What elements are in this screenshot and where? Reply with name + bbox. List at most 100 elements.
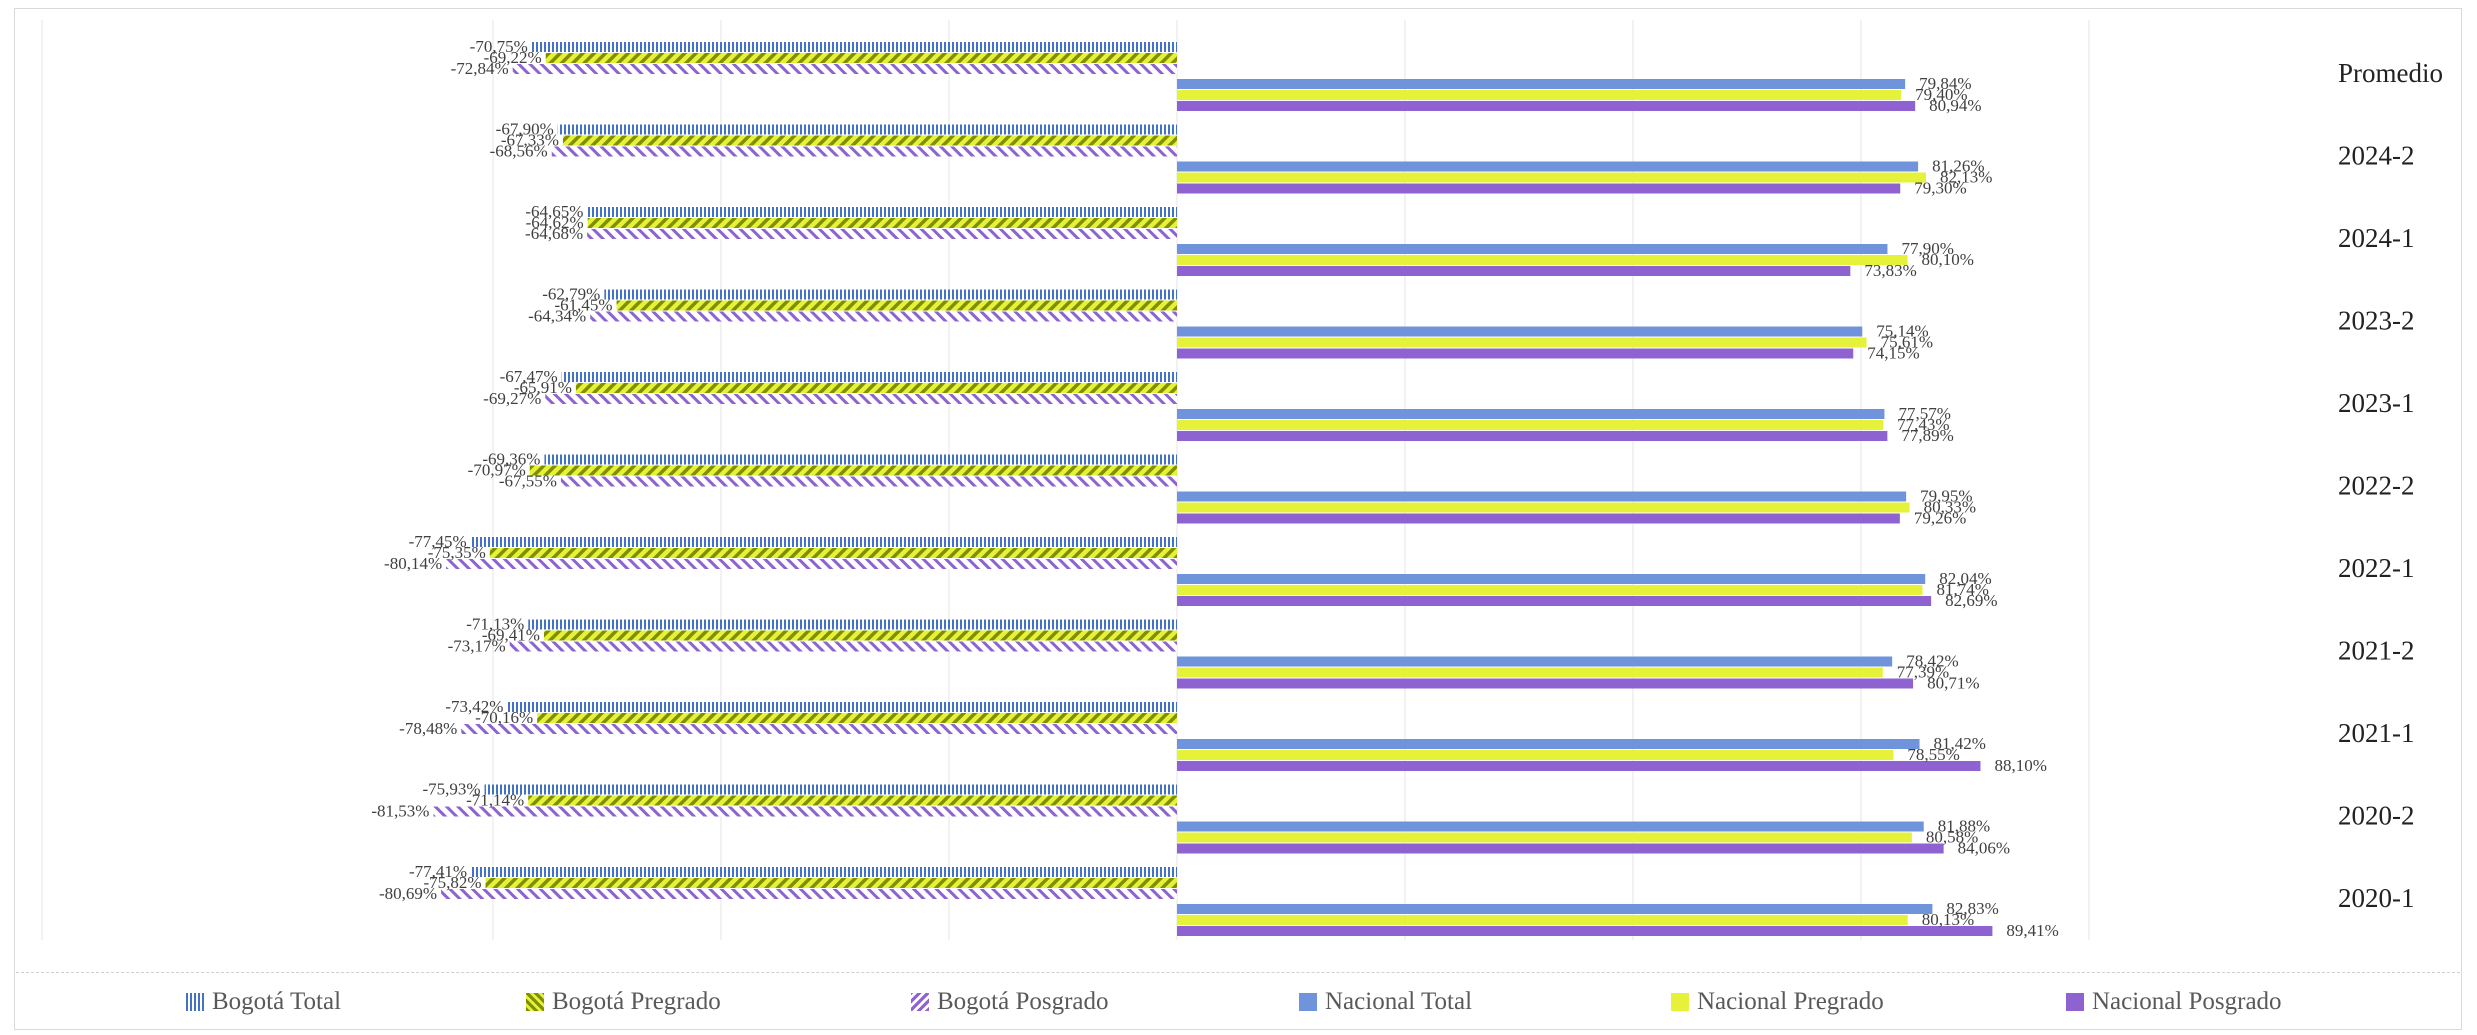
bar-nacional-total: [1177, 821, 1924, 832]
legend-swatch: [1299, 993, 1317, 1011]
bar-bogota-total: [531, 42, 1177, 52]
bar-bogota-posgrado: [433, 806, 1177, 817]
data-label: -75,93%: [422, 780, 480, 799]
bar-nacional-posgrado: [1177, 183, 1901, 194]
legend-item-bogota-pregrado: Bogotá Pregrado: [526, 988, 721, 1016]
category-labels: Promedio 2024-2 2024-1 2023-2 2023-1 2022-2 20…: [2338, 58, 2443, 913]
data-label: 79,95%: [1920, 487, 1972, 506]
legend-label: Bogotá Pregrado: [552, 988, 721, 1015]
data-label: 74,15%: [1867, 344, 1919, 363]
category-label: 2024-2: [2338, 141, 2415, 171]
legend-swatch: [911, 993, 929, 1011]
data-labels: -70,75%-69,22%-72,84% 79,84%79,40%80,94% -…: [371, 37, 2058, 940]
bar-bogota-total: [544, 454, 1177, 465]
data-label: -70,16%: [475, 708, 533, 727]
legend-item-bogota-posgrado: Bogotá Posgrado: [911, 988, 1109, 1016]
data-label: 81,88%: [1938, 817, 1990, 836]
bar-bogota-pregrado: [537, 713, 1177, 723]
data-label: -70,97%: [468, 461, 526, 480]
bar-bogota-posgrado: [441, 889, 1178, 899]
bar-bogota-total: [470, 537, 1177, 547]
bar-bogota-total: [507, 702, 1177, 712]
data-label: -77,41%: [409, 862, 467, 881]
bar-nacional-posgrado: [1177, 266, 1851, 276]
bar-bogota-posgrado: [446, 559, 1178, 569]
data-label: 81,42%: [1934, 734, 1986, 753]
data-label: -78,48%: [399, 719, 457, 738]
bar-nacional-pregrado: [1177, 832, 1912, 843]
bar-nacional-posgrado: [1177, 761, 1981, 771]
bar-bogota-pregrado: [616, 300, 1177, 311]
data-label: 79,30%: [1914, 179, 1966, 198]
category-label: 2021-1: [2338, 718, 2415, 748]
data-label: 82,83%: [1946, 899, 1998, 918]
data-label: 80,13%: [1922, 910, 1974, 929]
bar-nacional-total: [1177, 656, 1893, 667]
data-label: 80,71%: [1927, 674, 1979, 693]
data-label: 79,26%: [1914, 509, 1966, 528]
bar-nacional-total: [1177, 326, 1863, 337]
legend-item-nacional-posgrado: Nacional Posgrado: [2066, 988, 2282, 1016]
legend-item-nacional-total: Nacional Total: [1299, 988, 1472, 1016]
legend-item-nacional-pregrado: Nacional Pregrado: [1671, 988, 1884, 1016]
data-label: -67,55%: [499, 472, 557, 491]
bar-bogota-posgrado: [590, 311, 1177, 322]
data-label: -81,53%: [371, 802, 429, 821]
legend-swatch: [2066, 993, 2084, 1011]
data-label: -69,36%: [482, 450, 540, 469]
bar-nacional-total: [1177, 244, 1888, 254]
data-label: -70,75%: [470, 37, 528, 56]
bar-nacional-posgrado: [1177, 843, 1944, 854]
data-label: -69,27%: [483, 389, 541, 408]
data-label: 77,43%: [1897, 415, 1949, 434]
data-label: 79,84%: [1919, 74, 1971, 93]
bar-bogota-posgrado: [545, 394, 1177, 404]
data-label: -64,68%: [525, 224, 583, 243]
data-label: 80,10%: [1922, 250, 1974, 269]
data-label: -71,13%: [466, 615, 524, 634]
legend: Bogotá Total Bogotá Pregrado Bogotá Posgra…: [16, 978, 2460, 1028]
data-label: -62,79%: [542, 285, 600, 304]
category-label: 2021-2: [2338, 636, 2415, 666]
data-label: -75,82%: [423, 873, 481, 892]
data-label: 78,42%: [1906, 652, 1958, 671]
bar-bogota-pregrado: [545, 53, 1177, 63]
legend-swatch: [186, 993, 204, 1011]
data-label: 75,61%: [1881, 333, 1933, 352]
bar-bogota-pregrado: [587, 218, 1177, 228]
data-label: -71,14%: [466, 791, 524, 810]
bar-bogota-total: [471, 867, 1177, 877]
bar-nacional-pregrado: [1177, 172, 1927, 183]
bar-bogota-total: [587, 207, 1177, 217]
data-label: 80,33%: [1924, 498, 1976, 517]
bar-nacional-posgrado: [1177, 596, 1932, 606]
data-label: -65,91%: [514, 378, 572, 397]
bar-nacional-total: [1177, 161, 1919, 172]
bar-nacional-pregrado: [1177, 420, 1884, 430]
bar-bogota-pregrado: [489, 548, 1178, 558]
bar-bogota-posgrado: [560, 476, 1177, 487]
category-label: 2022-1: [2338, 553, 2415, 583]
bar-bogota-pregrado: [543, 630, 1177, 641]
bar-bogota-total: [557, 124, 1177, 135]
data-label: -77,45%: [409, 532, 467, 551]
bar-bogota-posgrado: [461, 724, 1177, 734]
category-label: 2022-2: [2338, 471, 2415, 501]
data-label: 73,83%: [1864, 261, 1916, 280]
bar-nacional-total: [1177, 491, 1907, 502]
bar-bogota-pregrado: [575, 383, 1177, 393]
bar-nacional-pregrado: [1177, 255, 1908, 265]
bar-nacional-total: [1177, 904, 1933, 914]
bar-bogota-total: [561, 372, 1177, 382]
category-label: 2020-2: [2338, 801, 2415, 831]
data-label: 77,90%: [1901, 239, 1953, 258]
data-label: -64,65%: [525, 202, 583, 221]
legend-swatch: [1671, 993, 1689, 1011]
data-label: -72,84%: [451, 59, 509, 78]
legend-label: Nacional Posgrado: [2092, 988, 2282, 1015]
bar-nacional-posgrado: [1177, 678, 1914, 689]
data-label: -64,34%: [528, 307, 586, 326]
bar-nacional-posgrado: [1177, 513, 1900, 524]
data-label: -69,41%: [482, 626, 540, 645]
bar-bogota-posgrado: [551, 146, 1177, 157]
